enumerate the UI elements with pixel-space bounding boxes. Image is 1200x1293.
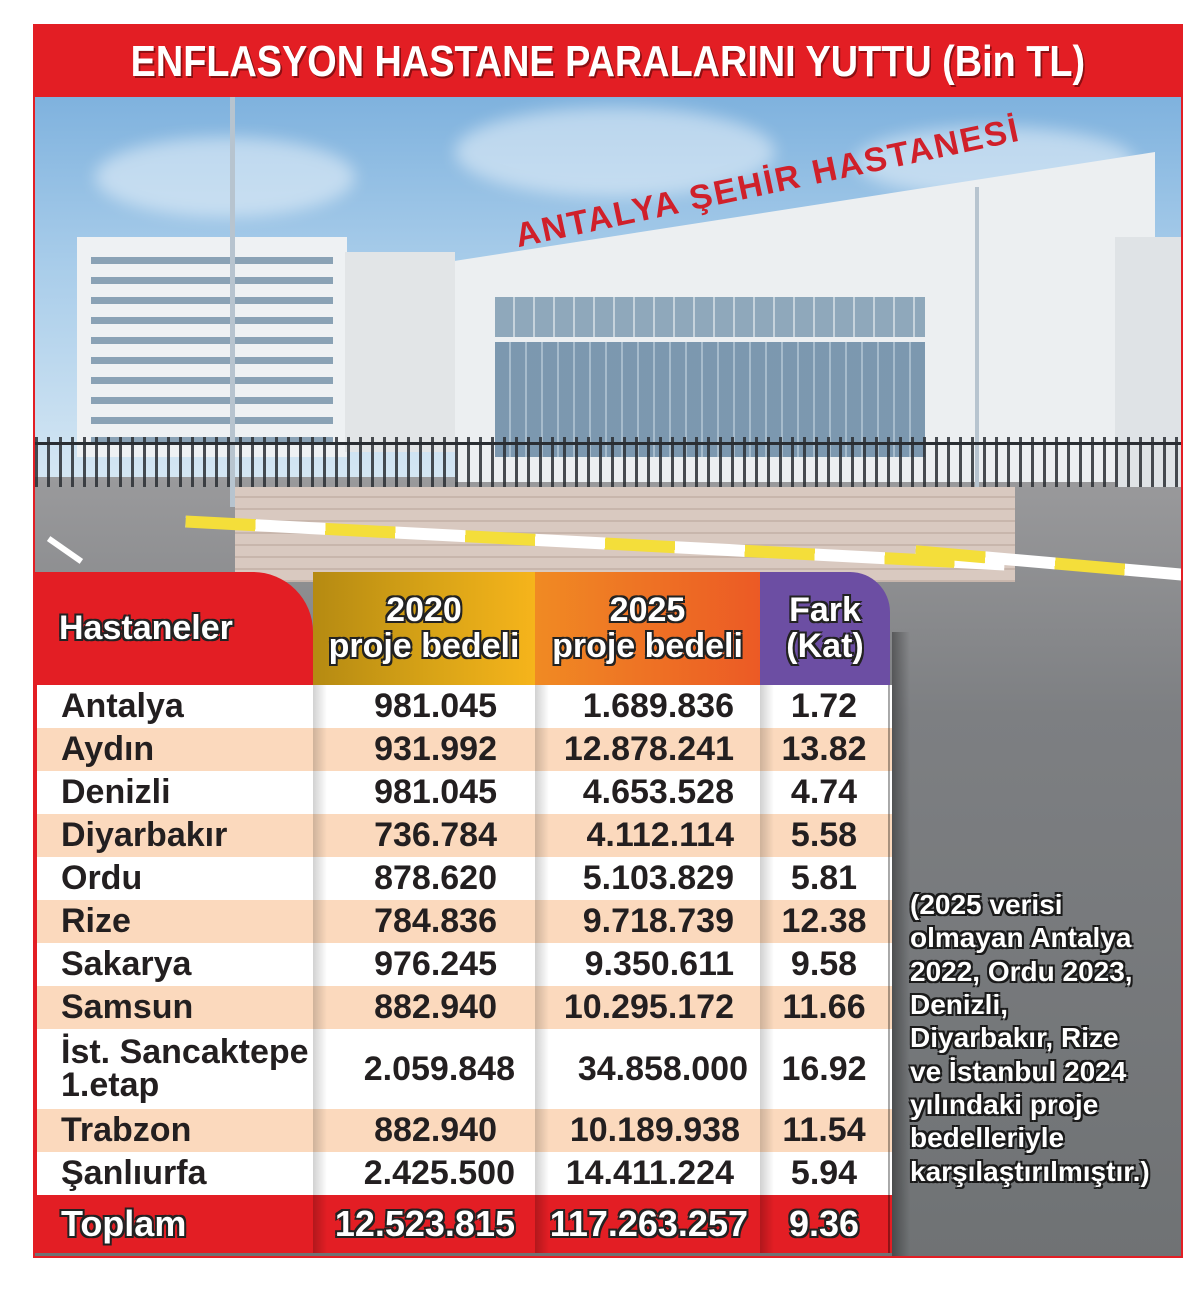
- cost-2020: 784.836: [313, 900, 535, 943]
- title-bar: ENFLASYON HASTANE PARALARINI YUTTU (Bin …: [35, 26, 1181, 97]
- table-total-row: Toplam 12.523.815 117.263.257 9.36: [35, 1195, 892, 1253]
- light-pole: [975, 187, 979, 487]
- fark-value: 11.66: [760, 986, 890, 1029]
- cost-2025: 10.295.172: [535, 986, 760, 1029]
- left-building-side: [345, 252, 455, 452]
- glass-band: [495, 297, 925, 337]
- fark-value: 11.54: [760, 1109, 890, 1152]
- total-2020: 12.523.815: [313, 1195, 535, 1253]
- infographic-frame: ENFLASYON HASTANE PARALARINI YUTTU (Bin …: [33, 24, 1183, 1258]
- cloud: [95, 137, 355, 217]
- hospital-name: Antalya: [35, 685, 313, 728]
- table-row: Sakarya 976.245 9.350.611 9.58: [35, 943, 892, 986]
- hospital-name: Rize: [35, 900, 313, 943]
- cost-2020: 976.245: [313, 943, 535, 986]
- hospital-name: İst. Sancaktepe 1.etap: [35, 1029, 313, 1109]
- fark-value: 5.81: [760, 857, 890, 900]
- hospital-name: Ordu: [35, 857, 313, 900]
- hospital-name: Sakarya: [35, 943, 313, 986]
- header-2025: 2025 proje bedeli: [535, 572, 760, 685]
- cloud: [455, 107, 775, 197]
- total-fark: 9.36: [760, 1195, 890, 1253]
- cost-2025: 12.878.241: [535, 728, 760, 771]
- cost-2020: 981.045: [313, 771, 535, 814]
- fark-value: 9.58: [760, 943, 890, 986]
- cost-2020: 2.425.500: [313, 1152, 535, 1195]
- header-hastaneler: Hastaneler: [35, 572, 313, 685]
- header-2020: 2020 proje bedeli: [313, 572, 535, 685]
- hospital-name: Aydın: [35, 728, 313, 771]
- hospital-name: Samsun: [35, 986, 313, 1029]
- footnote: (2025 verisi olmayan Antalya 2022, Ordu …: [910, 889, 1150, 1187]
- cost-2020: 2.059.848: [313, 1029, 535, 1109]
- fark-value: 4.74: [760, 771, 890, 814]
- fark-value: 5.94: [760, 1152, 890, 1195]
- cost-2025: 1.689.836: [535, 685, 760, 728]
- hospital-name: Diyarbakır: [35, 814, 313, 857]
- hospital-name: Trabzon: [35, 1109, 313, 1152]
- fark-value: 13.82: [760, 728, 890, 771]
- cost-2020: 981.045: [313, 685, 535, 728]
- cost-2025: 5.103.829: [535, 857, 760, 900]
- cost-2020: 736.784: [313, 814, 535, 857]
- fark-value: 5.58: [760, 814, 890, 857]
- cost-2025: 9.718.739: [535, 900, 760, 943]
- fark-value: 16.92: [760, 1029, 890, 1109]
- hospital-name: Şanlıurfa: [35, 1152, 313, 1195]
- total-2025: 117.263.257: [535, 1195, 760, 1253]
- table-row: Diyarbakır 736.784 4.112.114 5.58: [35, 814, 892, 857]
- total-label: Toplam: [35, 1195, 313, 1253]
- table-row: Antalya 981.045 1.689.836 1.72: [35, 685, 892, 728]
- table-row: Ordu 878.620 5.103.829 5.81: [35, 857, 892, 900]
- cost-2025: 9.350.611: [535, 943, 760, 986]
- cost-2020: 882.940: [313, 1109, 535, 1152]
- cost-2025: 14.411.224: [535, 1152, 760, 1195]
- table-row: İst. Sancaktepe 1.etap 2.059.848 34.858.…: [35, 1029, 892, 1109]
- table-row: Samsun 882.940 10.295.172 11.66: [35, 986, 892, 1029]
- cost-2025: 34.858.000: [535, 1029, 760, 1109]
- table-row: Şanlıurfa 2.425.500 14.411.224 5.94: [35, 1152, 892, 1195]
- table-row: Trabzon 882.940 10.189.938 11.54: [35, 1109, 892, 1152]
- table-row: Aydın 931.992 12.878.241 13.82: [35, 728, 892, 771]
- cost-2020: 878.620: [313, 857, 535, 900]
- header-fark: Fark (Kat): [760, 572, 890, 685]
- cost-2025: 4.653.528: [535, 771, 760, 814]
- fark-value: 1.72: [760, 685, 890, 728]
- table-shadow: [892, 632, 910, 1256]
- cost-2025: 4.112.114: [535, 814, 760, 857]
- hospital-name: Denizli: [35, 771, 313, 814]
- hospital-cost-table: Hastaneler 2020 proje bedeli 2025 proje …: [35, 572, 892, 1253]
- page-title: ENFLASYON HASTANE PARALARINI YUTTU (Bin …: [130, 36, 1086, 86]
- table-row: Rize 784.836 9.718.739 12.38: [35, 900, 892, 943]
- cost-2020: 882.940: [313, 986, 535, 1029]
- table-header: Hastaneler 2020 proje bedeli 2025 proje …: [35, 572, 892, 685]
- light-pole: [230, 97, 235, 507]
- fark-value: 12.38: [760, 900, 890, 943]
- table-row: Denizli 981.045 4.653.528 4.74: [35, 771, 892, 814]
- cost-2020: 931.992: [313, 728, 535, 771]
- fence: [35, 437, 1181, 487]
- left-building: [77, 237, 347, 457]
- cost-2025: 10.189.938: [535, 1109, 760, 1152]
